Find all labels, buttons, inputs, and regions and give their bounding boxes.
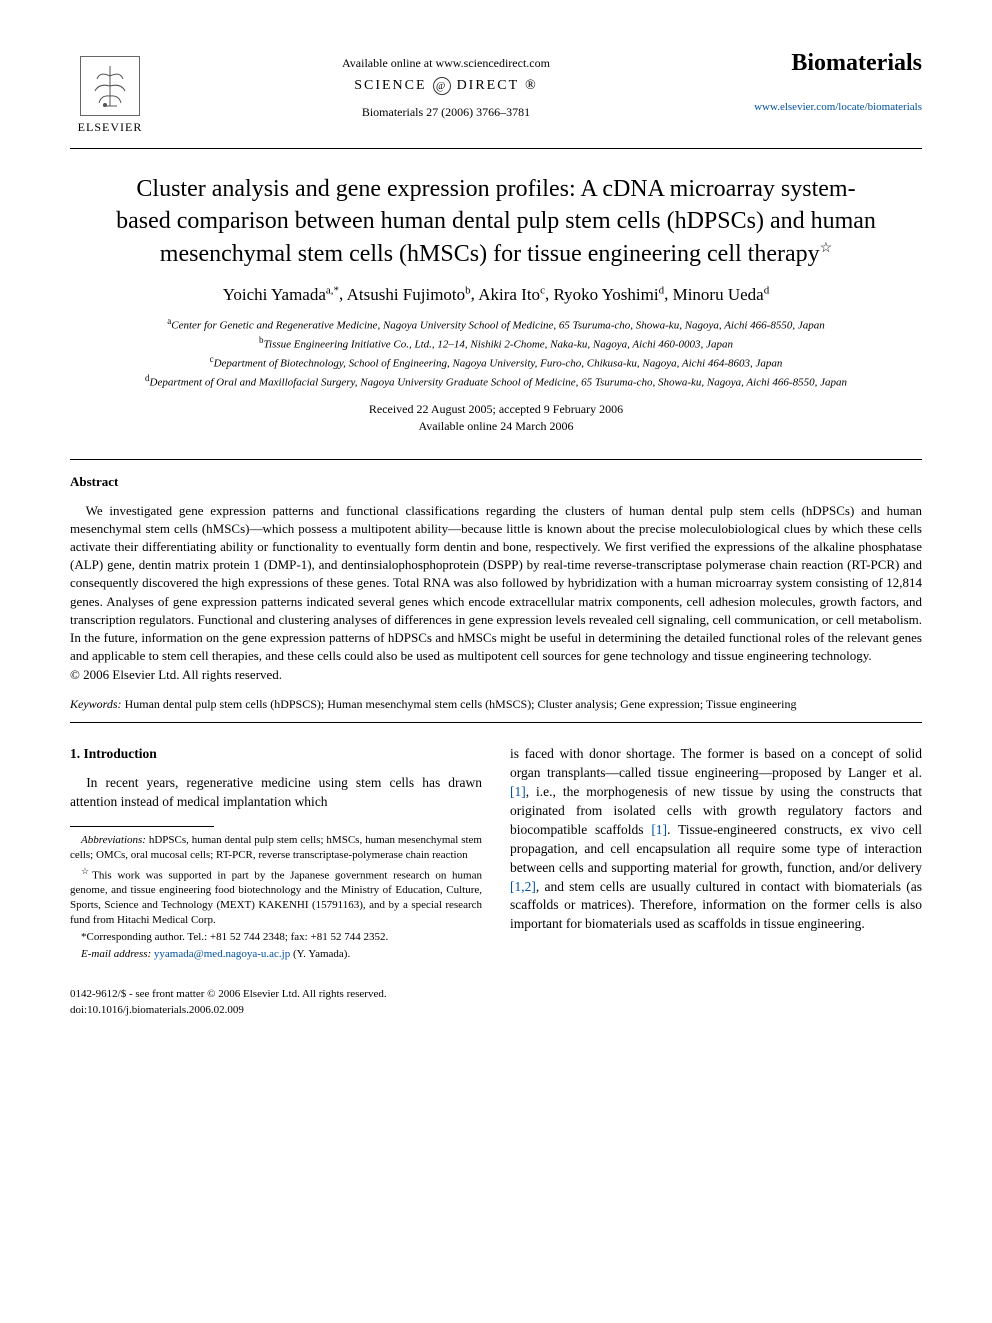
affiliations: aCenter for Genetic and Regenerative Med… xyxy=(70,315,922,391)
abbreviations-footnote: Abbreviations: hDPSCs, human dental pulp… xyxy=(70,833,482,863)
author: Atsushi Fujimotob xyxy=(347,285,471,304)
sciencedirect-logo: SCIENCE @ DIRECT ® xyxy=(354,77,538,95)
footnote-divider xyxy=(70,826,214,827)
doi-line: doi:10.1016/j.biomaterials.2006.02.009 xyxy=(70,1003,922,1018)
keywords-text: Human dental pulp stem cells (hDPSCS); H… xyxy=(125,697,797,711)
abstract-top-divider xyxy=(70,459,922,460)
ref-link[interactable]: [1] xyxy=(651,822,667,837)
available-online-text: Available online at www.sciencedirect.co… xyxy=(150,56,742,71)
footnotes: Abbreviations: hDPSCs, human dental pulp… xyxy=(70,833,482,961)
sd-at-icon: @ xyxy=(433,77,451,95)
intro-para-2: is faced with donor shortage. The former… xyxy=(510,745,922,934)
title-note-marker: ☆ xyxy=(820,241,833,256)
author: Ryoko Yoshimid xyxy=(553,285,664,304)
sd-label-2: DIRECT xyxy=(457,78,520,94)
journal-link[interactable]: www.elsevier.com/locate/biomaterials xyxy=(742,101,922,113)
issn-copyright: 0142-9612/$ - see front matter © 2006 El… xyxy=(70,987,922,1002)
citation-line: Biomaterials 27 (2006) 3766–3781 xyxy=(150,105,742,120)
ref-link[interactable]: [1] xyxy=(510,784,526,799)
abstract-bottom-divider xyxy=(70,722,922,723)
ref-link[interactable]: [1,2] xyxy=(510,879,536,894)
affiliation: cDepartment of Biotechnology, School of … xyxy=(70,353,922,372)
body-columns: 1. Introduction In recent years, regener… xyxy=(70,745,922,961)
tree-icon xyxy=(85,61,135,111)
funding-footnote: ☆This work was supported in part by the … xyxy=(70,865,482,928)
author: Yoichi Yamadaa,* xyxy=(223,285,339,304)
copyright-line: © 2006 Elsevier Ltd. All rights reserved… xyxy=(70,667,922,683)
right-header: Biomaterials www.elsevier.com/locate/bio… xyxy=(742,50,922,113)
affiliation: bTissue Engineering Initiative Co., Ltd.… xyxy=(70,334,922,353)
center-header: Available online at www.sciencedirect.co… xyxy=(150,50,742,120)
article-dates: Received 22 August 2005; accepted 9 Febr… xyxy=(70,401,922,435)
received-accepted: Received 22 August 2005; accepted 9 Febr… xyxy=(70,401,922,418)
abstract-body: We investigated gene expression patterns… xyxy=(70,502,922,666)
author: Akira Itoc xyxy=(478,285,545,304)
intro-para-1: In recent years, regenerative medicine u… xyxy=(70,774,482,812)
email-footnote: E-mail address: yyamada@med.nagoya-u.ac.… xyxy=(70,947,482,962)
corresponding-author-footnote: *Corresponding author. Tel.: +81 52 744 … xyxy=(70,930,482,945)
sd-label-1: SCIENCE xyxy=(354,78,426,94)
publisher-logo: ELSEVIER xyxy=(70,50,150,140)
section-heading-intro: 1. Introduction xyxy=(70,745,482,764)
journal-name: Biomaterials xyxy=(742,50,922,77)
author: Minoru Uedad xyxy=(673,285,770,304)
available-online: Available online 24 March 2006 xyxy=(70,418,922,435)
header-divider xyxy=(70,148,922,149)
affiliation: aCenter for Genetic and Regenerative Med… xyxy=(70,315,922,334)
front-matter-line: 0142-9612/$ - see front matter © 2006 El… xyxy=(70,987,922,1018)
keywords: Keywords: Human dental pulp stem cells (… xyxy=(70,697,922,712)
authors-line: Yoichi Yamadaa,*, Atsushi Fujimotob, Aki… xyxy=(70,284,922,305)
abstract-heading: Abstract xyxy=(70,474,922,490)
article-title: Cluster analysis and gene expression pro… xyxy=(110,173,882,270)
email-link[interactable]: yyamada@med.nagoya-u.ac.jp xyxy=(154,948,290,960)
sd-reg-icon: ® xyxy=(525,78,538,94)
publisher-name: ELSEVIER xyxy=(78,120,143,135)
page-header: ELSEVIER Available online at www.science… xyxy=(70,50,922,140)
left-column-block: 1. Introduction In recent years, regener… xyxy=(70,745,482,961)
elsevier-tree-icon xyxy=(80,56,140,116)
affiliation: dDepartment of Oral and Maxillofacial Su… xyxy=(70,372,922,391)
keywords-label: Keywords: xyxy=(70,697,122,711)
